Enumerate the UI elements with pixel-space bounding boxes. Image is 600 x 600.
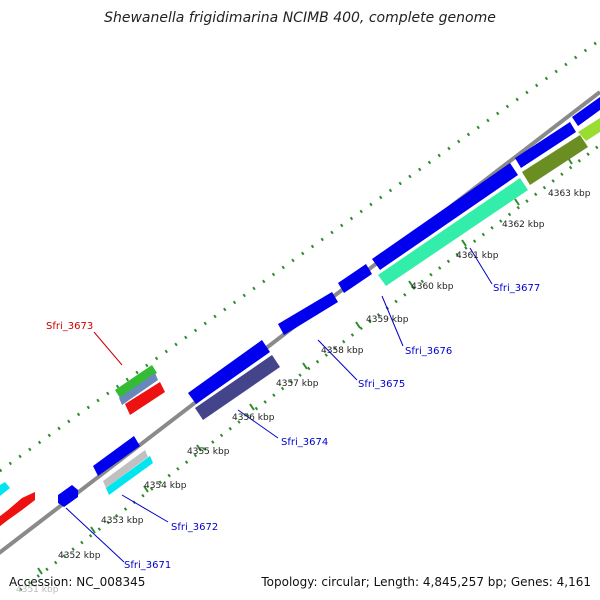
tick-label-4362: 4362 kbp [502,220,545,230]
gene-red-far-left[interactable] [0,492,35,530]
tick-label-4360: 4360 kbp [411,282,454,292]
gene-cyan-far-left[interactable] [0,482,10,498]
tick-label-4352: 4352 kbp [58,551,101,561]
gene-label-sfri-3675[interactable]: Sfri_3675 [358,379,405,390]
gene-cyan-3672[interactable] [106,456,153,495]
gene-green-3673[interactable] [115,365,157,398]
gene-label-sfri-3676[interactable]: Sfri_3676 [405,346,452,357]
gene-red-3673[interactable] [125,382,165,415]
gene-gray-3672 [103,450,148,488]
genome-stats-text: Topology: circular; Length: 4,845,257 bp… [261,575,591,589]
gene-blue-3672[interactable] [93,436,140,476]
gene-steel-3673 [119,373,158,405]
gene-blue-right[interactable] [515,122,576,168]
leader-lines [65,247,493,563]
tick-label-4359: 4359 kbp [366,315,409,325]
gene-tracks [0,97,600,530]
gene-navy-3674[interactable] [195,355,280,420]
tick-label-4354: 4354 kbp [144,481,187,491]
tick-label-4363: 4363 kbp [548,189,591,199]
outer-dotted-ring [0,38,600,473]
tick-label-4355: 4355 kbp [187,447,230,457]
tick-label-4357: 4357 kbp [276,379,319,389]
gene-label-sfri-3673[interactable]: Sfri_3673 [46,321,93,332]
gene-lime-right[interactable] [578,118,600,141]
tick-label-4351: 4351 kbp [16,585,59,595]
gene-blue-3675[interactable] [278,292,338,335]
gene-label-sfri-3674[interactable]: Sfri_3674 [281,437,328,448]
tick-label-4356: 4356 kbp [232,413,275,423]
tick-label-4358: 4358 kbp [321,346,364,356]
inner-dotted-ring [19,143,600,592]
gene-labels: Sfri_3671 Sfri_3672 Sfri_3673 Sfri_3674 … [46,283,540,571]
accession-text: Accession: NC_008345 [9,575,146,589]
gene-blue-far-right[interactable] [572,97,600,126]
tick-labels: 4351 kbp 4352 kbp 4353 kbp 4354 kbp 4355… [16,189,591,595]
tick-marks [37,157,573,575]
gene-label-sfri-3671[interactable]: Sfri_3671 [124,560,171,571]
gene-blue-3676[interactable] [372,163,518,270]
gene-blue-3671[interactable] [58,485,78,507]
tick-label-4361: 4361 kbp [456,251,499,261]
gene-olive-right[interactable] [522,135,588,185]
gene-label-sfri-3677[interactable]: Sfri_3677 [493,283,540,294]
gene-teal-3677[interactable] [378,178,528,286]
page-title: Shewanella frigidimarina NCIMB 400, comp… [104,10,496,26]
gene-blue-3674[interactable] [188,340,270,404]
gene-blue-3675b[interactable] [338,264,372,293]
tick-label-4353: 4353 kbp [101,516,144,526]
gene-label-sfri-3672[interactable]: Sfri_3672 [171,522,218,533]
